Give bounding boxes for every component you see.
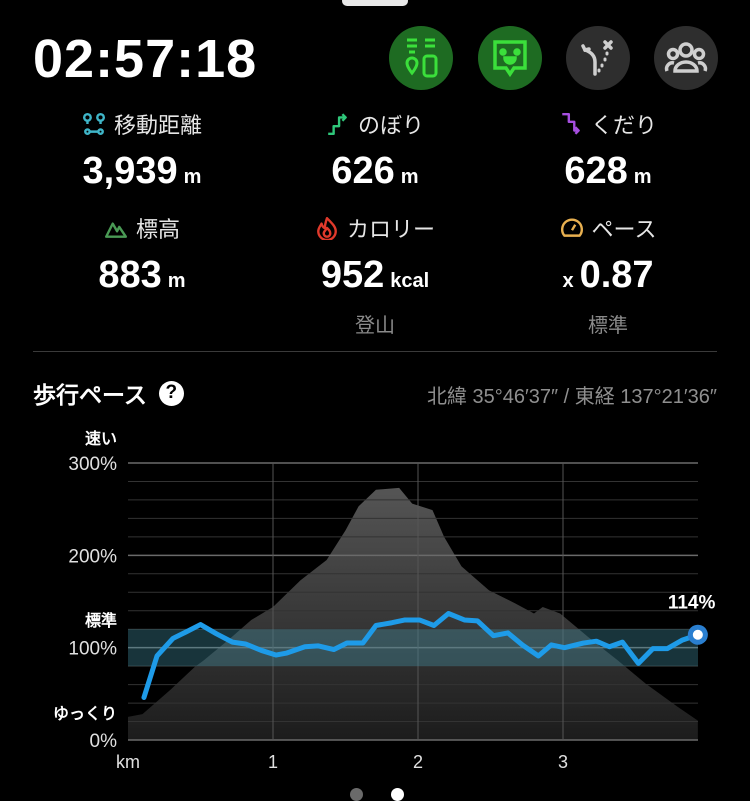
route-icon: [82, 112, 106, 136]
stat-sublabel: 標準: [588, 315, 628, 337]
stat-unit: kcal: [390, 270, 430, 292]
route-off-icon: [581, 40, 613, 76]
stat-value: 626: [331, 150, 395, 192]
stat-descent: くだり 628 m: [493, 108, 723, 193]
stat-sublabel: 登山: [355, 315, 395, 337]
section-title-text: 歩行ペース: [33, 382, 147, 408]
y-tick-label: 200%: [68, 546, 117, 567]
stat-unit: m: [633, 166, 652, 188]
x-tick-label: 2: [413, 752, 423, 772]
group-icon: [664, 42, 708, 73]
y-tick-label: 0%: [90, 731, 118, 752]
stat-value: 628: [564, 150, 628, 192]
stat-label: カロリー: [346, 217, 435, 242]
x-tick-label: 1: [268, 752, 278, 772]
sheet-handle[interactable]: [342, 0, 408, 6]
speech-face-icon: [493, 40, 527, 78]
stat-label: くだり: [590, 113, 657, 138]
elevation-area: [128, 487, 698, 740]
speedometer-icon: [560, 218, 583, 237]
standard-label: 標準: [85, 611, 117, 630]
stat-unit: m: [400, 166, 419, 188]
y-tick-label: 300%: [68, 454, 117, 475]
companion-chat-button[interactable]: [478, 26, 542, 90]
current-value-label: 114%: [668, 593, 716, 614]
stat-ascent: のぼり 626 m: [260, 108, 490, 193]
stat-route: 移動距離 3,939 m: [27, 108, 257, 193]
fast-label: 速い: [85, 430, 117, 448]
y-tick-label: 100%: [68, 639, 117, 660]
slow-label: ゆっくり: [53, 705, 117, 723]
coordinates-readout: 北緯 35°46′37″ / 東経 137°21′36″: [426, 386, 717, 408]
current-marker: [692, 629, 703, 640]
stat-label: 移動距離: [113, 113, 202, 138]
stat-prefix: x: [562, 270, 574, 292]
stat-flame: カロリー 952 kcal 登山: [260, 212, 490, 338]
stat-value: 883: [98, 254, 162, 296]
section-title: 歩行ペース ?: [33, 376, 184, 410]
descent-icon: [562, 112, 580, 135]
flame-icon: [317, 216, 337, 240]
divider: [33, 351, 717, 352]
stat-unit: m: [167, 270, 186, 292]
group-button[interactable]: [654, 26, 718, 90]
pace-line: [141, 611, 701, 701]
page-dot[interactable]: [350, 788, 363, 801]
stat-speedometer: ペース x 0.87 標準: [493, 212, 723, 338]
stat-mountain: 標高 883 m: [27, 212, 257, 297]
beacon-battery-button[interactable]: [389, 26, 453, 90]
stat-label: 標高: [135, 217, 180, 242]
beacon-battery-icon: [405, 38, 438, 78]
stat-value: 3,939: [82, 150, 178, 192]
elapsed-timer: 02:57:18: [33, 29, 258, 89]
x-tick-label: 3: [558, 752, 568, 772]
page-indicator[interactable]: [350, 788, 404, 801]
ascent-icon: [328, 113, 347, 136]
help-icon[interactable]: ?: [158, 380, 184, 406]
stat-label: のぼり: [357, 113, 424, 138]
stat-label: ペース: [591, 217, 657, 242]
stat-value: 0.87: [579, 254, 654, 296]
stat-unit: m: [183, 166, 202, 188]
route-deviation-button[interactable]: [566, 26, 630, 90]
stat-value: 952: [320, 254, 385, 296]
mountain-icon: [104, 222, 128, 238]
x-axis-label: km: [116, 752, 140, 772]
page-dot-active[interactable]: [391, 788, 404, 801]
